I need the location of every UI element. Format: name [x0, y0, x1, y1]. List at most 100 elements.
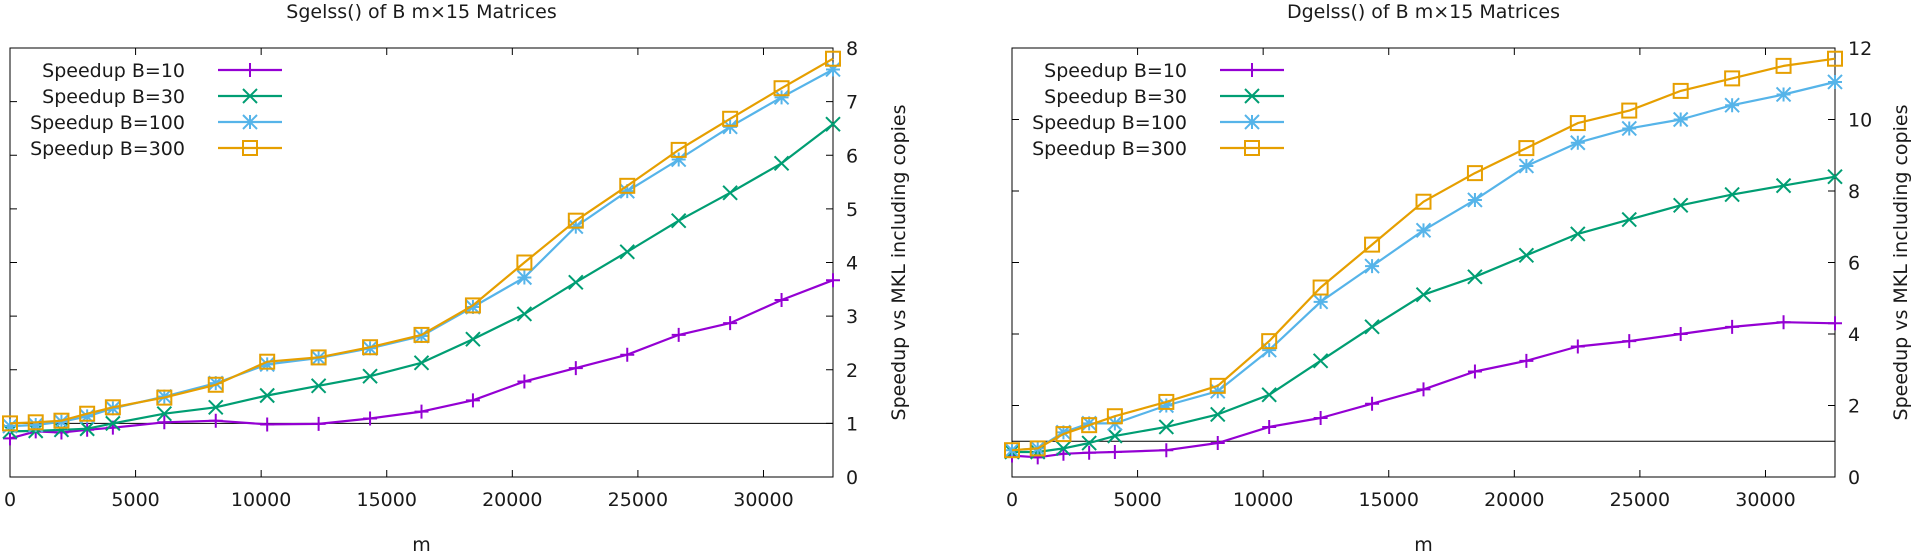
x-tick-label: 15000	[1359, 489, 1419, 511]
marker-square	[27, 414, 44, 431]
legend-entry: Speedup B=300	[1032, 138, 1284, 160]
marker-plus	[1107, 444, 1122, 459]
marker-plus	[1365, 396, 1380, 411]
marker-star	[670, 151, 687, 168]
marker-cross	[1724, 186, 1740, 203]
marker-square	[79, 405, 96, 422]
series-line	[9, 57, 834, 425]
marker-star	[722, 119, 738, 135]
marker-star	[1364, 258, 1380, 274]
marker-plus	[1313, 411, 1328, 426]
x-tick-label: 15000	[357, 489, 417, 511]
y-tick-label: 5	[846, 199, 858, 221]
x-tick-label: 20000	[482, 489, 542, 511]
marker-star	[1415, 222, 1432, 239]
marker-cross	[1827, 168, 1843, 185]
marker-cross	[825, 116, 841, 132]
marker-star	[1312, 294, 1329, 310]
marker-cross	[1672, 197, 1689, 214]
x-tick-label: 20000	[1484, 489, 1544, 511]
legend-label: Speedup B=30	[1044, 86, 1187, 108]
marker-square	[773, 80, 790, 97]
legend-label: Speedup B=300	[30, 138, 185, 160]
y-tick-label: 0	[1848, 467, 1860, 489]
marker-plus	[671, 327, 686, 342]
marker-plus	[517, 374, 532, 389]
marker-star	[2, 418, 18, 434]
marker-square	[1724, 70, 1741, 87]
y-tick-label: 3	[846, 306, 858, 328]
marker-plus	[1262, 419, 1277, 434]
marker-square	[1364, 236, 1381, 253]
marker-cross	[156, 406, 173, 422]
y-tick-label: 6	[846, 145, 858, 167]
series-speedup-b-300	[1004, 50, 1843, 459]
marker-square	[1261, 333, 1278, 350]
y-tick-label: 2	[1848, 396, 1860, 418]
marker-cross	[1158, 419, 1175, 435]
marker-plus	[1725, 319, 1740, 334]
y-tick-label: 8	[846, 38, 858, 60]
marker-plus	[1416, 382, 1431, 397]
x-tick-label: 5000	[1113, 489, 1161, 511]
y-tick-label: 12	[1848, 38, 1872, 60]
marker-square	[516, 254, 533, 271]
marker-star	[259, 356, 275, 373]
marker-cross	[1244, 88, 1260, 104]
marker-star	[1621, 120, 1637, 137]
marker-square	[1312, 279, 1329, 296]
y-tick-label: 4	[1848, 324, 1860, 346]
marker-plus	[1673, 327, 1688, 341]
series-speedup-b-30	[2, 116, 841, 440]
marker-star	[79, 408, 95, 425]
marker-star	[1244, 114, 1260, 130]
marker-plus	[1570, 339, 1585, 354]
marker-plus	[723, 316, 738, 331]
marker-cross	[259, 387, 275, 404]
y-tick-label: 2	[846, 360, 858, 382]
marker-star	[516, 269, 533, 286]
marker-square	[722, 110, 739, 127]
marker-square	[1569, 115, 1586, 132]
marker-star	[1724, 97, 1740, 113]
marker-cross	[1312, 353, 1329, 369]
legend-label: Speedup B=10	[42, 60, 185, 82]
marker-square	[1244, 140, 1260, 156]
x-tick-label: 5000	[111, 489, 159, 511]
x-axis-label: m	[412, 534, 431, 556]
marker-square	[2, 415, 18, 432]
chart-2: Dgelss() of B m×15 Matrices 0 5000 10000 150…	[1004, 1, 1911, 556]
series-speedup-b-30	[1004, 168, 1843, 460]
marker-cross	[1518, 247, 1535, 264]
series-speedup-b-10	[1005, 315, 1842, 465]
marker-square	[464, 297, 481, 314]
marker-square	[310, 349, 327, 366]
marker-square	[1466, 165, 1483, 182]
chart-title: Sgelss() of B m×15 Matrices	[286, 1, 556, 23]
marker-star	[465, 299, 481, 315]
y-tick-label: 8	[1848, 181, 1860, 203]
legend-entry: Speedup B=100	[1032, 112, 1284, 134]
marker-cross	[1055, 440, 1072, 457]
marker-plus	[414, 404, 429, 419]
marker-square	[259, 353, 276, 370]
chart-title: Dgelss() of B m×15 Matrices	[1287, 1, 1560, 23]
legend-entry: Speedup B=10	[42, 60, 282, 82]
marker-star	[28, 417, 44, 433]
marker-star	[1210, 383, 1226, 399]
series-speedup-b-100	[1004, 74, 1843, 458]
marker-star	[1055, 424, 1072, 441]
x-tick-label: 30000	[1735, 489, 1795, 511]
marker-square	[1672, 82, 1689, 99]
marker-cross	[1570, 226, 1586, 242]
marker-square	[207, 376, 224, 393]
legend-entry: Speedup B=30	[42, 86, 282, 108]
marker-square	[619, 177, 636, 194]
legend-label: Speedup B=10	[1044, 60, 1187, 82]
marker-cross	[1107, 428, 1123, 444]
marker-square	[1106, 408, 1123, 425]
marker-cross	[242, 88, 258, 104]
marker-square	[1621, 102, 1638, 119]
